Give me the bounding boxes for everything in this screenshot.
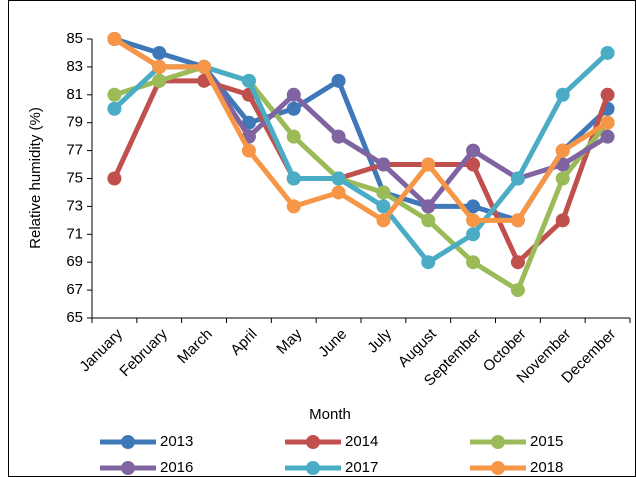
legend-marker bbox=[491, 461, 505, 475]
x-tick-label: April bbox=[227, 326, 260, 359]
data-point bbox=[376, 157, 391, 172]
data-point bbox=[600, 87, 615, 102]
legend-label: 2018 bbox=[530, 459, 563, 476]
y-tick-label: 69 bbox=[66, 253, 83, 270]
x-axis-label: Month bbox=[309, 406, 351, 423]
x-tick-label: July bbox=[364, 325, 395, 356]
data-point bbox=[555, 171, 570, 186]
data-point bbox=[600, 115, 615, 130]
legend-marker bbox=[306, 435, 320, 449]
x-tick-label: March bbox=[174, 326, 215, 367]
data-point bbox=[107, 101, 122, 116]
y-tick-label: 83 bbox=[66, 58, 83, 75]
data-point bbox=[555, 157, 570, 172]
data-point bbox=[421, 157, 436, 172]
data-point bbox=[510, 213, 525, 228]
data-point bbox=[555, 143, 570, 158]
data-point bbox=[510, 283, 525, 298]
data-point bbox=[510, 255, 525, 270]
y-tick-label: 73 bbox=[66, 197, 83, 214]
data-point bbox=[466, 213, 481, 228]
legend-marker bbox=[306, 461, 320, 475]
data-point bbox=[510, 171, 525, 186]
y-tick-label: 65 bbox=[66, 309, 83, 326]
data-point bbox=[286, 129, 301, 144]
legend-marker bbox=[121, 435, 135, 449]
series-line bbox=[113, 36, 609, 223]
data-point bbox=[555, 87, 570, 102]
data-point bbox=[421, 213, 436, 228]
data-point bbox=[241, 73, 256, 88]
x-tick-label: May bbox=[273, 325, 305, 357]
y-tick-label: 79 bbox=[66, 114, 83, 131]
data-point bbox=[241, 115, 256, 130]
series-line bbox=[112, 51, 610, 265]
data-point bbox=[331, 171, 346, 186]
data-point bbox=[376, 213, 391, 228]
series-line bbox=[113, 64, 610, 293]
data-point bbox=[555, 213, 570, 228]
y-tick-label: 71 bbox=[66, 225, 83, 242]
y-tick-label: 77 bbox=[66, 142, 83, 159]
data-point bbox=[286, 101, 301, 116]
y-axis-label: Relative humidity (%) bbox=[27, 107, 44, 249]
data-point bbox=[107, 87, 122, 102]
data-point bbox=[241, 143, 256, 158]
legend-label: 2017 bbox=[345, 459, 378, 476]
y-tick-label: 75 bbox=[66, 169, 83, 186]
data-point bbox=[466, 227, 481, 242]
data-point bbox=[466, 199, 481, 214]
legend-marker bbox=[121, 461, 135, 475]
data-point bbox=[421, 199, 436, 214]
data-point bbox=[152, 45, 167, 60]
data-point bbox=[376, 185, 391, 200]
legend-label: 2013 bbox=[160, 433, 193, 450]
data-point bbox=[286, 87, 301, 102]
y-tick-label: 85 bbox=[66, 30, 83, 47]
legend-label: 2014 bbox=[345, 433, 378, 450]
data-point bbox=[466, 255, 481, 270]
data-point bbox=[107, 32, 122, 46]
x-tick-label: June bbox=[315, 326, 350, 361]
series-line bbox=[112, 78, 610, 265]
data-point bbox=[286, 171, 301, 186]
data-point bbox=[152, 59, 167, 74]
legend-label: 2016 bbox=[160, 459, 193, 476]
data-point bbox=[466, 143, 481, 158]
data-point bbox=[331, 129, 346, 144]
data-point bbox=[152, 73, 167, 88]
legend-marker bbox=[491, 435, 505, 449]
data-point bbox=[331, 185, 346, 200]
data-point bbox=[286, 199, 301, 214]
data-point bbox=[600, 129, 615, 144]
y-tick-label: 67 bbox=[66, 281, 83, 298]
x-tick-label: February bbox=[116, 325, 171, 380]
data-point bbox=[421, 255, 436, 270]
data-point bbox=[600, 45, 615, 60]
data-point bbox=[107, 171, 122, 186]
y-tick-label: 81 bbox=[66, 86, 83, 103]
data-point bbox=[376, 199, 391, 214]
data-point bbox=[331, 73, 346, 88]
data-point bbox=[197, 59, 212, 74]
legend-label: 2015 bbox=[530, 433, 563, 450]
data-point bbox=[466, 157, 481, 172]
